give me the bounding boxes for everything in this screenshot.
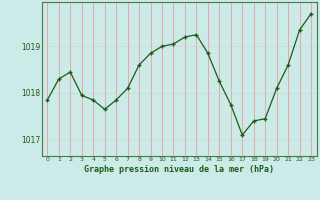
X-axis label: Graphe pression niveau de la mer (hPa): Graphe pression niveau de la mer (hPa): [84, 165, 274, 174]
